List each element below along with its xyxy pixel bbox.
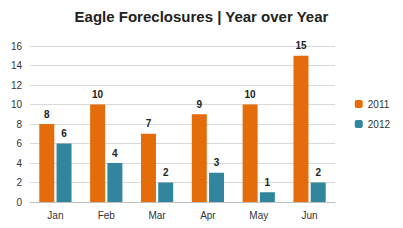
svg-text:4: 4: [16, 158, 22, 169]
svg-text:2: 2: [16, 177, 22, 188]
svg-text:Mar: Mar: [148, 210, 166, 221]
svg-text:10: 10: [11, 99, 23, 110]
svg-text:7: 7: [146, 118, 152, 129]
svg-text:14: 14: [11, 60, 23, 71]
svg-text:May: May: [249, 210, 268, 221]
svg-text:2: 2: [315, 167, 321, 178]
svg-text:0: 0: [16, 197, 22, 208]
svg-text:10: 10: [92, 89, 104, 100]
svg-text:Eagle Foreclosures | Year over: Eagle Foreclosures | Year over Year: [75, 8, 329, 25]
svg-text:2: 2: [163, 167, 169, 178]
svg-text:4: 4: [112, 148, 118, 159]
svg-text:Jan: Jan: [47, 210, 63, 221]
svg-text:15: 15: [295, 40, 307, 51]
svg-text:2011: 2011: [368, 99, 390, 110]
svg-text:8: 8: [16, 119, 22, 130]
svg-text:12: 12: [11, 80, 23, 91]
svg-text:8: 8: [44, 109, 50, 120]
svg-text:16: 16: [11, 41, 23, 52]
svg-text:6: 6: [61, 128, 67, 139]
svg-text:1: 1: [265, 177, 271, 188]
svg-text:3: 3: [214, 157, 220, 168]
svg-text:Feb: Feb: [98, 210, 116, 221]
svg-text:9: 9: [197, 99, 203, 110]
svg-text:Apr: Apr: [200, 210, 216, 221]
svg-text:2012: 2012: [368, 119, 391, 130]
svg-text:10: 10: [245, 89, 257, 100]
svg-text:6: 6: [16, 138, 22, 149]
svg-text:Jun: Jun: [302, 210, 318, 221]
